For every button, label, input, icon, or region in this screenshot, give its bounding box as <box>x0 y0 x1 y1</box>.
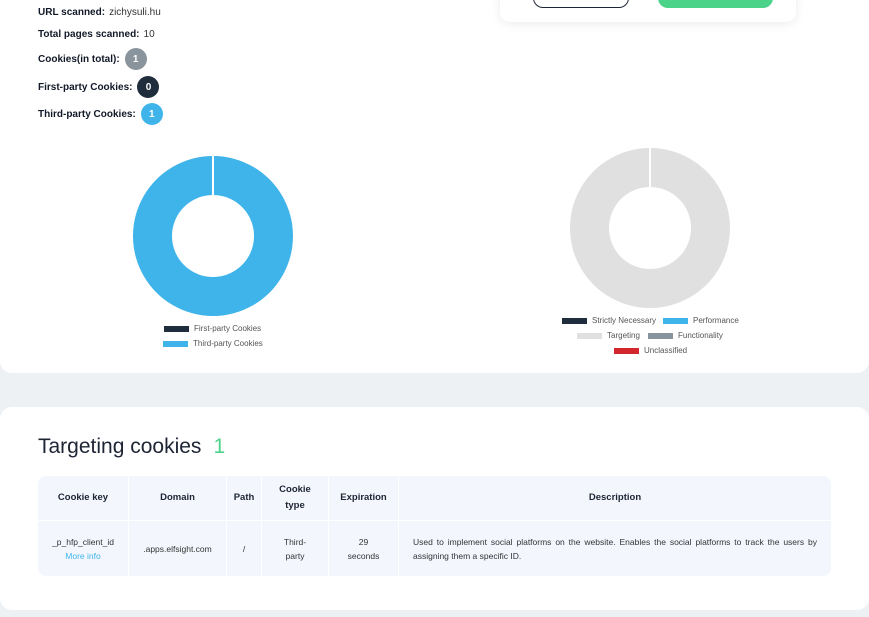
legend-first-party-swatch <box>164 325 189 332</box>
pages-scanned-value: 10 <box>143 29 155 40</box>
header-cookie-type: Cookie type <box>262 476 329 521</box>
legend-strictly-necessary-swatch <box>562 317 587 324</box>
expiration-line1: 29 <box>358 536 369 547</box>
cell-cookie-type: Third- party <box>262 521 329 576</box>
header-cookie-type-line1: Cookie <box>279 484 311 495</box>
legend-performance[interactable]: Performance <box>663 316 739 325</box>
legend-first-party[interactable]: First-party Cookies <box>164 324 261 333</box>
header-domain: Domain <box>129 476 227 521</box>
cookie-type-line1: Third- <box>283 536 307 547</box>
cell-cookie-key: _p_hfp_client_id More info <box>38 521 129 576</box>
total-cookies-badge: 1 <box>124 48 147 70</box>
legend-functionality[interactable]: Functionality <box>648 331 723 340</box>
table-row: _p_hfp_client_id More info .apps.elfsigh… <box>38 521 831 576</box>
legend-targeting-swatch <box>577 332 602 339</box>
header-path: Path <box>227 476 262 521</box>
url-scanned-row: URL scanned: zichysuli.hu <box>38 7 161 18</box>
first-party-row: First-party Cookies: 0 <box>38 76 160 98</box>
legend-performance-swatch <box>663 317 688 324</box>
legend-performance-label: Performance <box>693 316 739 325</box>
legend-strictly-necessary-label: Strictly Necessary <box>592 316 657 325</box>
category-slice-targeting[interactable] <box>570 148 730 308</box>
action-card <box>500 0 796 22</box>
third-party-badge: 1 <box>140 103 163 125</box>
third-party-label: Third-party Cookies: <box>38 108 136 120</box>
cell-description: Used to implement social platforms on th… <box>413 536 817 561</box>
legend-third-party-swatch <box>163 340 188 347</box>
legend-unclassified-label: Unclassified <box>644 346 688 355</box>
url-scanned-label: URL scanned: <box>38 7 106 18</box>
header-description: Description <box>399 476 831 521</box>
third-party-row: Third-party Cookies: 1 <box>38 103 163 125</box>
section-count: 1 <box>213 435 226 458</box>
cell-path: / <box>227 521 262 576</box>
legend-strictly-necessary[interactable]: Strictly Necessary <box>562 316 656 325</box>
pages-scanned-row: Total pages scanned: 10 <box>38 29 155 40</box>
legend-third-party-label: Third-party Cookies <box>193 339 263 348</box>
legend-targeting-label: Targeting <box>607 331 640 340</box>
section-title: Targeting cookies 1 <box>38 435 225 459</box>
first-party-label: First-party Cookies: <box>38 81 133 93</box>
legend-functionality-swatch <box>648 332 673 339</box>
legend-first-party-label: First-party Cookies <box>194 324 262 333</box>
cookie-type-line2: party <box>285 550 305 561</box>
legend-third-party[interactable]: Third-party Cookies <box>163 339 263 348</box>
more-info-link[interactable]: More info <box>65 550 101 561</box>
total-cookies-label: Cookies(in total): <box>38 53 120 65</box>
legend-functionality-label: Functionality <box>678 331 723 340</box>
pages-scanned-label: Total pages scanned: <box>38 29 140 40</box>
header-cookie-type-line2: type <box>285 500 305 511</box>
header-cookie-key: Cookie key <box>38 476 129 521</box>
party-donut-chart <box>133 156 293 316</box>
total-cookies-row: Cookies(in total): 1 <box>38 48 147 70</box>
cell-expiration: 29 seconds <box>329 521 399 576</box>
header-expiration: Expiration <box>329 476 399 521</box>
secondary-button[interactable] <box>533 0 629 8</box>
legend-unclassified-swatch <box>614 347 639 354</box>
url-scanned-value: zichysuli.hu <box>109 7 161 18</box>
legend-unclassified[interactable]: Unclassified <box>614 346 687 355</box>
cell-domain: .apps.elfsight.com <box>129 521 227 576</box>
category-donut-chart <box>570 148 730 308</box>
table-header-row: Cookie key Domain Path Cookie type Expir… <box>38 476 831 521</box>
expiration-line2: seconds <box>347 550 380 561</box>
cookie-table: Cookie key Domain Path Cookie type Expir… <box>38 476 831 576</box>
primary-button[interactable] <box>658 0 773 8</box>
first-party-badge: 0 <box>137 76 160 98</box>
legend-targeting[interactable]: Targeting <box>577 331 640 340</box>
party-slice-third-party-cookies[interactable] <box>133 156 293 316</box>
section-title-text: Targeting cookies <box>38 435 202 458</box>
cookie-key-text: _p_hfp_client_id <box>52 536 114 547</box>
